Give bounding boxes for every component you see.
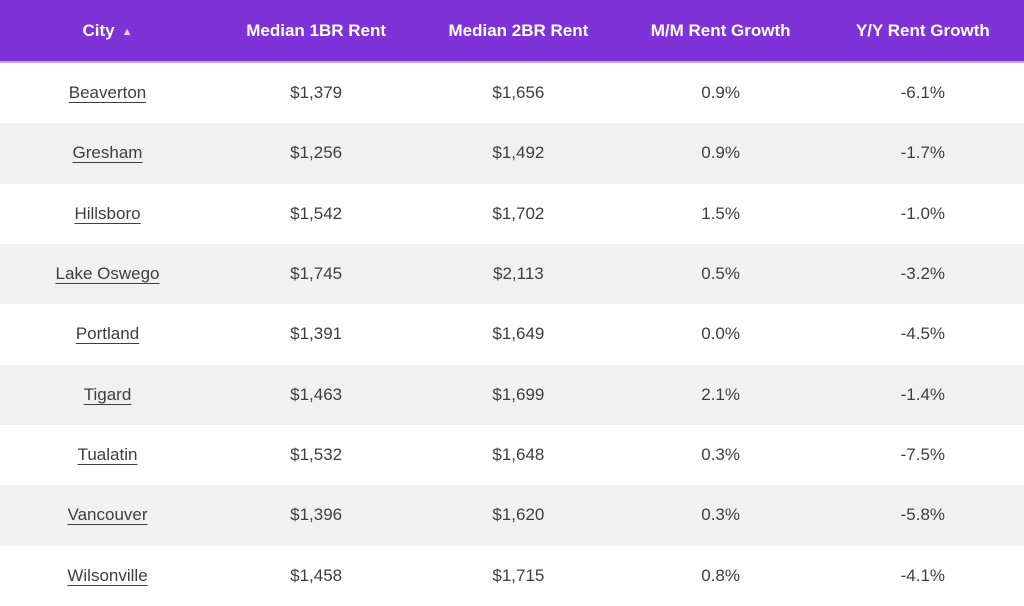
column-header-city-label: City bbox=[82, 20, 115, 40]
mm-rent-growth-cell: 0.8% bbox=[701, 565, 740, 585]
median-2br-rent-cell: $1,702 bbox=[492, 203, 545, 223]
column-header-yy-rent-growth[interactable]: Y/Y Rent Growth bbox=[855, 20, 990, 40]
median-1br-rent-cell: $1,542 bbox=[290, 203, 343, 223]
median-2br-rent-cell: $1,649 bbox=[492, 324, 545, 344]
yy-rent-growth-cell: -7.5% bbox=[900, 445, 946, 465]
mm-rent-growth-cell: 0.3% bbox=[701, 445, 740, 465]
city-link[interactable]: Portland bbox=[75, 324, 140, 344]
city-cell: Wilsonville bbox=[0, 566, 215, 586]
city-cell: Hillsboro bbox=[0, 204, 215, 224]
median-1br-rent-cell: $1,379 bbox=[290, 83, 343, 103]
mm-rent-growth-cell: 0.3% bbox=[701, 505, 740, 525]
city-cell: Lake Oswego bbox=[0, 264, 215, 284]
table-row-portland: Portland $1,391 $1,649 0.0% -4.5% bbox=[0, 304, 1024, 365]
city-cell: Vancouver bbox=[0, 505, 215, 525]
median-2br-rent-cell: $1,656 bbox=[492, 83, 545, 103]
city-link[interactable]: Hillsboro bbox=[74, 203, 141, 223]
city-cell: Tualatin bbox=[0, 445, 215, 465]
mm-rent-growth-cell: 1.5% bbox=[701, 203, 740, 223]
median-1br-rent-cell: $1,532 bbox=[290, 445, 343, 465]
city-cell: Beaverton bbox=[0, 83, 215, 103]
city-link[interactable]: Lake Oswego bbox=[55, 264, 160, 284]
city-link[interactable]: Gresham bbox=[72, 143, 143, 163]
median-1br-rent-cell: $1,256 bbox=[290, 143, 343, 163]
table-row-gresham: Gresham $1,256 $1,492 0.9% -1.7% bbox=[0, 123, 1024, 184]
table-row-tigard: Tigard $1,463 $1,699 2.1% -1.4% bbox=[0, 364, 1024, 425]
city-link[interactable]: Vancouver bbox=[67, 505, 148, 525]
table-row-wilsonville: Wilsonville $1,458 $1,715 0.8% -4.1% bbox=[0, 545, 1024, 606]
table-row-tualatin: Tualatin $1,532 $1,648 0.3% -7.5% bbox=[0, 424, 1024, 486]
column-header-median-2br-rent[interactable]: Median 2BR Rent bbox=[448, 20, 589, 40]
city-cell: Tigard bbox=[0, 385, 215, 405]
table-row-beaverton: Beaverton $1,379 $1,656 0.9% -6.1% bbox=[0, 63, 1024, 124]
mm-rent-growth-cell: 0.5% bbox=[701, 264, 740, 284]
sort-ascending-icon: ▲ bbox=[121, 25, 133, 38]
median-2br-rent-cell: $1,648 bbox=[492, 445, 545, 465]
median-2br-rent-cell: $1,620 bbox=[492, 505, 545, 525]
median-2br-rent-cell: $1,715 bbox=[492, 565, 545, 585]
median-2br-rent-cell: $2,113 bbox=[493, 264, 544, 284]
column-header-median-1br-rent[interactable]: Median 1BR Rent bbox=[246, 20, 387, 40]
median-1br-rent-cell: $1,463 bbox=[290, 384, 343, 404]
city-link[interactable]: Tigard bbox=[83, 384, 132, 404]
median-1br-rent-cell: $1,396 bbox=[290, 505, 343, 525]
yy-rent-growth-cell: -1.0% bbox=[900, 203, 946, 223]
city-link[interactable]: Tualatin bbox=[77, 445, 138, 465]
table-row-lake-oswego: Lake Oswego $1,745 $2,113 0.5% -3.2% bbox=[0, 243, 1024, 305]
table-header-row: City ▲ Median 1BR Rent Median 2BR Rent M/… bbox=[0, 0, 1024, 63]
yy-rent-growth-cell: -5.8% bbox=[900, 505, 946, 525]
median-1br-rent-cell: $1,458 bbox=[290, 565, 343, 585]
mm-rent-growth-cell: 2.1% bbox=[701, 384, 740, 404]
table-row-hillsboro: Hillsboro $1,542 $1,702 1.5% -1.0% bbox=[0, 183, 1024, 244]
mm-rent-growth-cell: 0.9% bbox=[701, 143, 740, 163]
mm-rent-growth-cell: 0.9% bbox=[701, 83, 740, 103]
median-2br-rent-cell: $1,699 bbox=[492, 384, 545, 404]
table-row-vancouver: Vancouver $1,396 $1,620 0.3% -5.8% bbox=[0, 485, 1024, 546]
yy-rent-growth-cell: -4.5% bbox=[900, 324, 946, 344]
yy-rent-growth-cell: -6.1% bbox=[900, 83, 946, 103]
city-link[interactable]: Wilsonville bbox=[67, 565, 148, 585]
yy-rent-growth-cell: -1.7% bbox=[900, 143, 946, 163]
yy-rent-growth-cell: -3.2% bbox=[900, 264, 946, 284]
column-header-mm-rent-growth[interactable]: M/M Rent Growth bbox=[650, 20, 791, 40]
table-body: Beaverton $1,379 $1,656 0.9% -6.1% Gresh… bbox=[0, 63, 1024, 606]
column-header-city[interactable]: City ▲ bbox=[0, 21, 215, 41]
city-cell: Gresham bbox=[0, 143, 215, 163]
yy-rent-growth-cell: -1.4% bbox=[900, 384, 946, 404]
mm-rent-growth-cell: 0.0% bbox=[701, 324, 740, 344]
median-1br-rent-cell: $1,745 bbox=[290, 264, 343, 284]
city-cell: Portland bbox=[0, 324, 215, 344]
median-1br-rent-cell: $1,391 bbox=[290, 324, 343, 344]
yy-rent-growth-cell: -4.1% bbox=[900, 565, 946, 585]
city-link[interactable]: Beaverton bbox=[68, 83, 147, 103]
median-2br-rent-cell: $1,492 bbox=[492, 143, 545, 163]
